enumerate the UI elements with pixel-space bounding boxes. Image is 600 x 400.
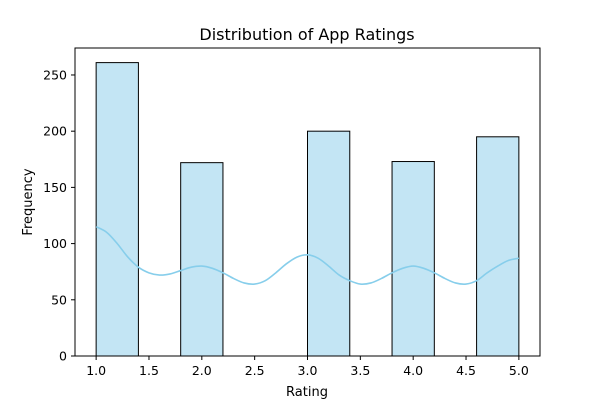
x-tick-label: 5.0 xyxy=(509,363,529,378)
y-tick-label: 0 xyxy=(59,349,67,364)
x-tick-label: 2.5 xyxy=(245,363,265,378)
histogram-bar xyxy=(95,62,139,357)
y-tick-label: 150 xyxy=(43,180,67,195)
x-tick-label: 3.5 xyxy=(350,363,370,378)
y-tick-label: 250 xyxy=(43,67,67,82)
y-axis-label: Frequency xyxy=(21,168,36,235)
x-tick-label: 4.5 xyxy=(456,363,476,378)
histogram-bar xyxy=(391,161,435,357)
x-axis: 1.0 1.5 2.0 2.5 3.0 3.5 4.0 4.5 5.0 xyxy=(86,356,529,378)
x-axis-label: Rating xyxy=(286,385,328,400)
kde-layer xyxy=(95,226,520,285)
kde-line xyxy=(95,226,520,285)
x-tick-label: 4.0 xyxy=(403,363,423,378)
histogram-bar xyxy=(476,136,520,357)
y-tick-label: 100 xyxy=(43,236,67,251)
bars-layer xyxy=(95,62,520,357)
y-tick-label: 50 xyxy=(51,292,67,307)
chart-title: Distribution of App Ratings xyxy=(199,25,414,44)
x-tick-label: 1.5 xyxy=(139,363,159,378)
histogram-bar xyxy=(307,130,351,357)
histogram-bar xyxy=(180,162,224,357)
y-axis: 0 50 100 150 200 250 xyxy=(43,67,75,364)
y-tick-label: 200 xyxy=(43,124,67,139)
x-tick-label: 2.0 xyxy=(192,363,212,378)
x-tick-label: 3.0 xyxy=(298,363,318,378)
x-tick-label: 1.0 xyxy=(86,363,106,378)
